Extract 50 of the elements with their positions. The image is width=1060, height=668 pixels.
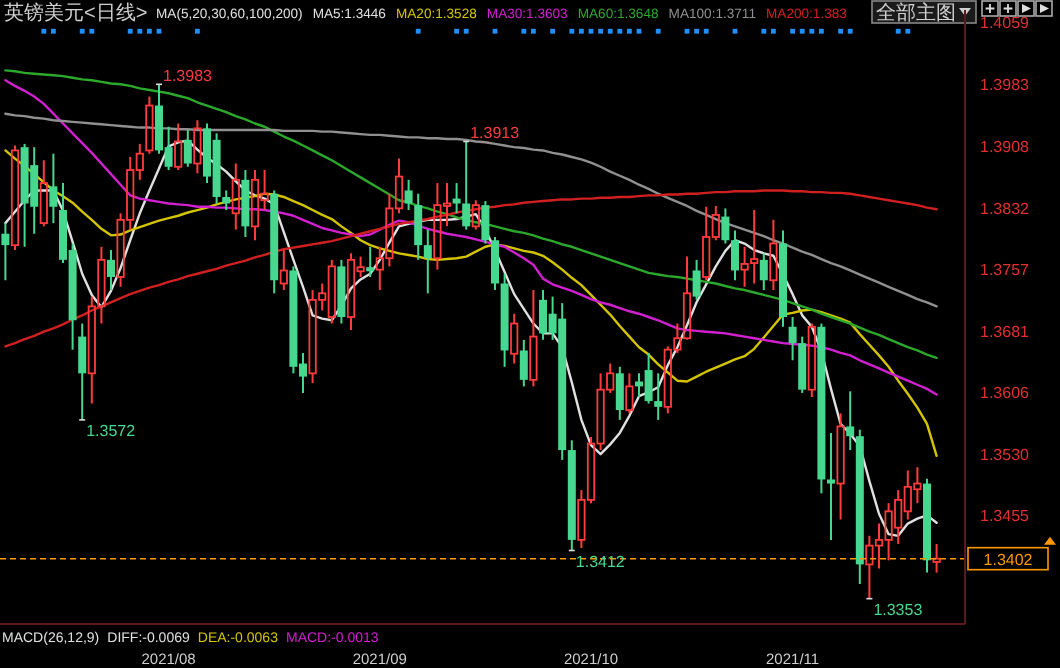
candlestick [836,412,845,521]
annotation: 1.3353 [873,600,924,619]
annotation: 1.3913 [470,124,521,143]
candlestick [654,372,663,421]
candlestick [452,182,461,215]
candlestick [231,162,240,231]
candlestick [404,178,413,212]
candlestick [49,152,58,225]
annotation: 1.3572 [86,421,137,440]
candlestick [183,129,192,168]
candlestick [615,365,624,421]
candlestick [692,258,701,301]
candlestick [414,192,423,261]
line-series [4,149,938,457]
candlestick [366,245,375,278]
y-tick-label: 1.3681 [980,322,1031,341]
y-tick-label: 1.3908 [980,137,1031,156]
candlestick [769,218,778,292]
candlestick [932,542,941,574]
y-tick-label: 1.3983 [980,76,1031,95]
candlestick [721,207,730,245]
candlestick [731,229,739,282]
candlestick [759,252,768,292]
candlestick [788,316,797,362]
candlestick [1,222,10,282]
candlestick [107,249,115,292]
y-tick-label: 1.3530 [980,446,1031,465]
y-tick-label: 1.3606 [980,384,1031,403]
y-tick-label: 1.3455 [980,507,1031,526]
candlestick [222,189,231,212]
chart-title: 英镑美元<日线> [4,1,148,25]
annotation: 全部主图 [876,1,956,25]
candlestick [241,169,250,238]
ref-line-label: 1.3402 [983,550,1034,569]
y-tick-label: 1.3832 [980,199,1031,218]
candlestick [798,335,807,394]
y-tick-label: 1.3757 [980,260,1031,279]
candlestick [423,228,432,295]
candlestick [279,249,288,292]
candlestick [827,431,835,541]
annotation: 1.3412 [575,552,626,571]
candlestick [519,338,528,388]
candlestick [481,200,490,245]
candlestick [510,312,519,365]
candlestick [846,390,855,452]
candlestick [78,322,87,421]
line-series [4,189,938,348]
candlestick [491,235,499,292]
annotation: 1.3983 [163,67,214,86]
y-tick-label: 1.4059 [980,14,1031,33]
